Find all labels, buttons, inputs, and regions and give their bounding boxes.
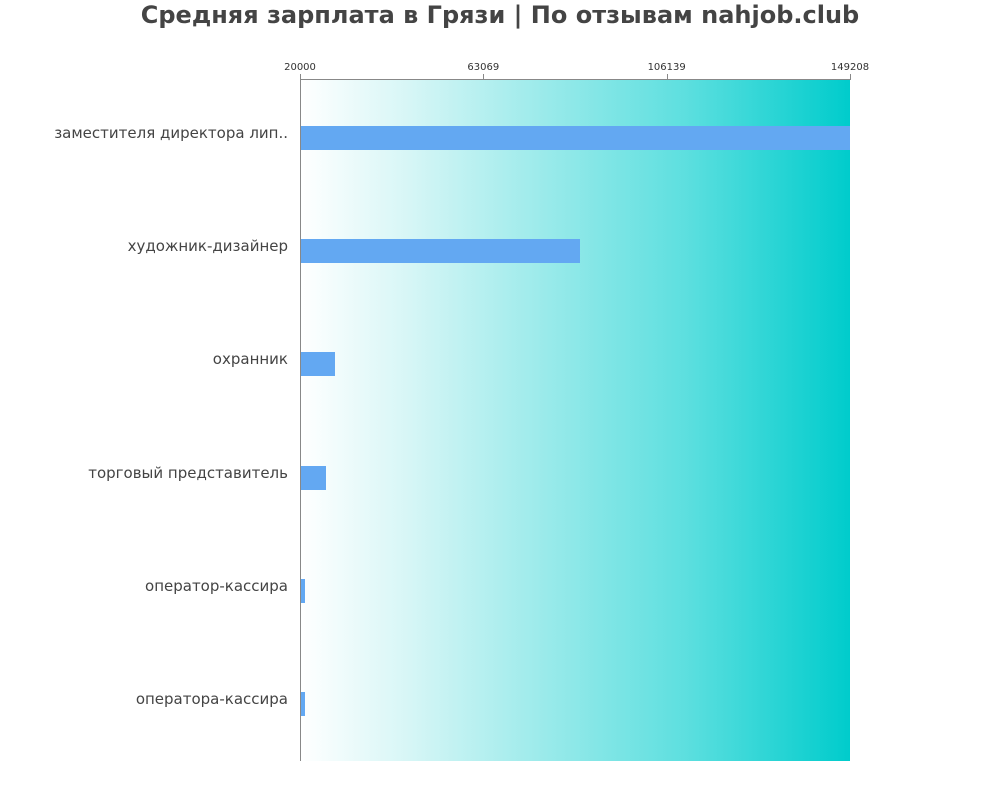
x-tick-label: 149208 bbox=[830, 62, 870, 73]
bar[interactable] bbox=[301, 352, 335, 376]
bar[interactable] bbox=[301, 239, 581, 263]
category-label: оператора-кассира bbox=[135, 690, 288, 708]
x-tick-mark bbox=[483, 74, 485, 80]
x-tick-mark bbox=[850, 74, 851, 80]
y-axis-line bbox=[300, 80, 301, 761]
bar[interactable] bbox=[301, 692, 306, 716]
category-label: заместителя директора лип.. bbox=[54, 124, 288, 142]
x-axis-line bbox=[300, 79, 850, 80]
bar[interactable] bbox=[301, 579, 306, 603]
category-label: торговый представитель bbox=[88, 464, 288, 482]
x-tick-mark bbox=[666, 74, 668, 80]
x-tick-label: 63069 bbox=[467, 62, 500, 73]
category-label: охранник bbox=[212, 350, 288, 368]
x-tick-label: 106139 bbox=[647, 62, 686, 73]
bar[interactable] bbox=[301, 466, 326, 490]
x-tick-label: 20000 bbox=[284, 62, 316, 73]
x-tick-mark bbox=[300, 74, 301, 80]
category-label: художник-дизайнер bbox=[127, 237, 288, 255]
chart-title: Средняя зарплата в Грязи | По отзывам na… bbox=[140, 1, 860, 29]
category-label: оператор-кассира bbox=[145, 577, 288, 595]
bar[interactable] bbox=[301, 126, 850, 150]
plot-area bbox=[300, 80, 850, 761]
